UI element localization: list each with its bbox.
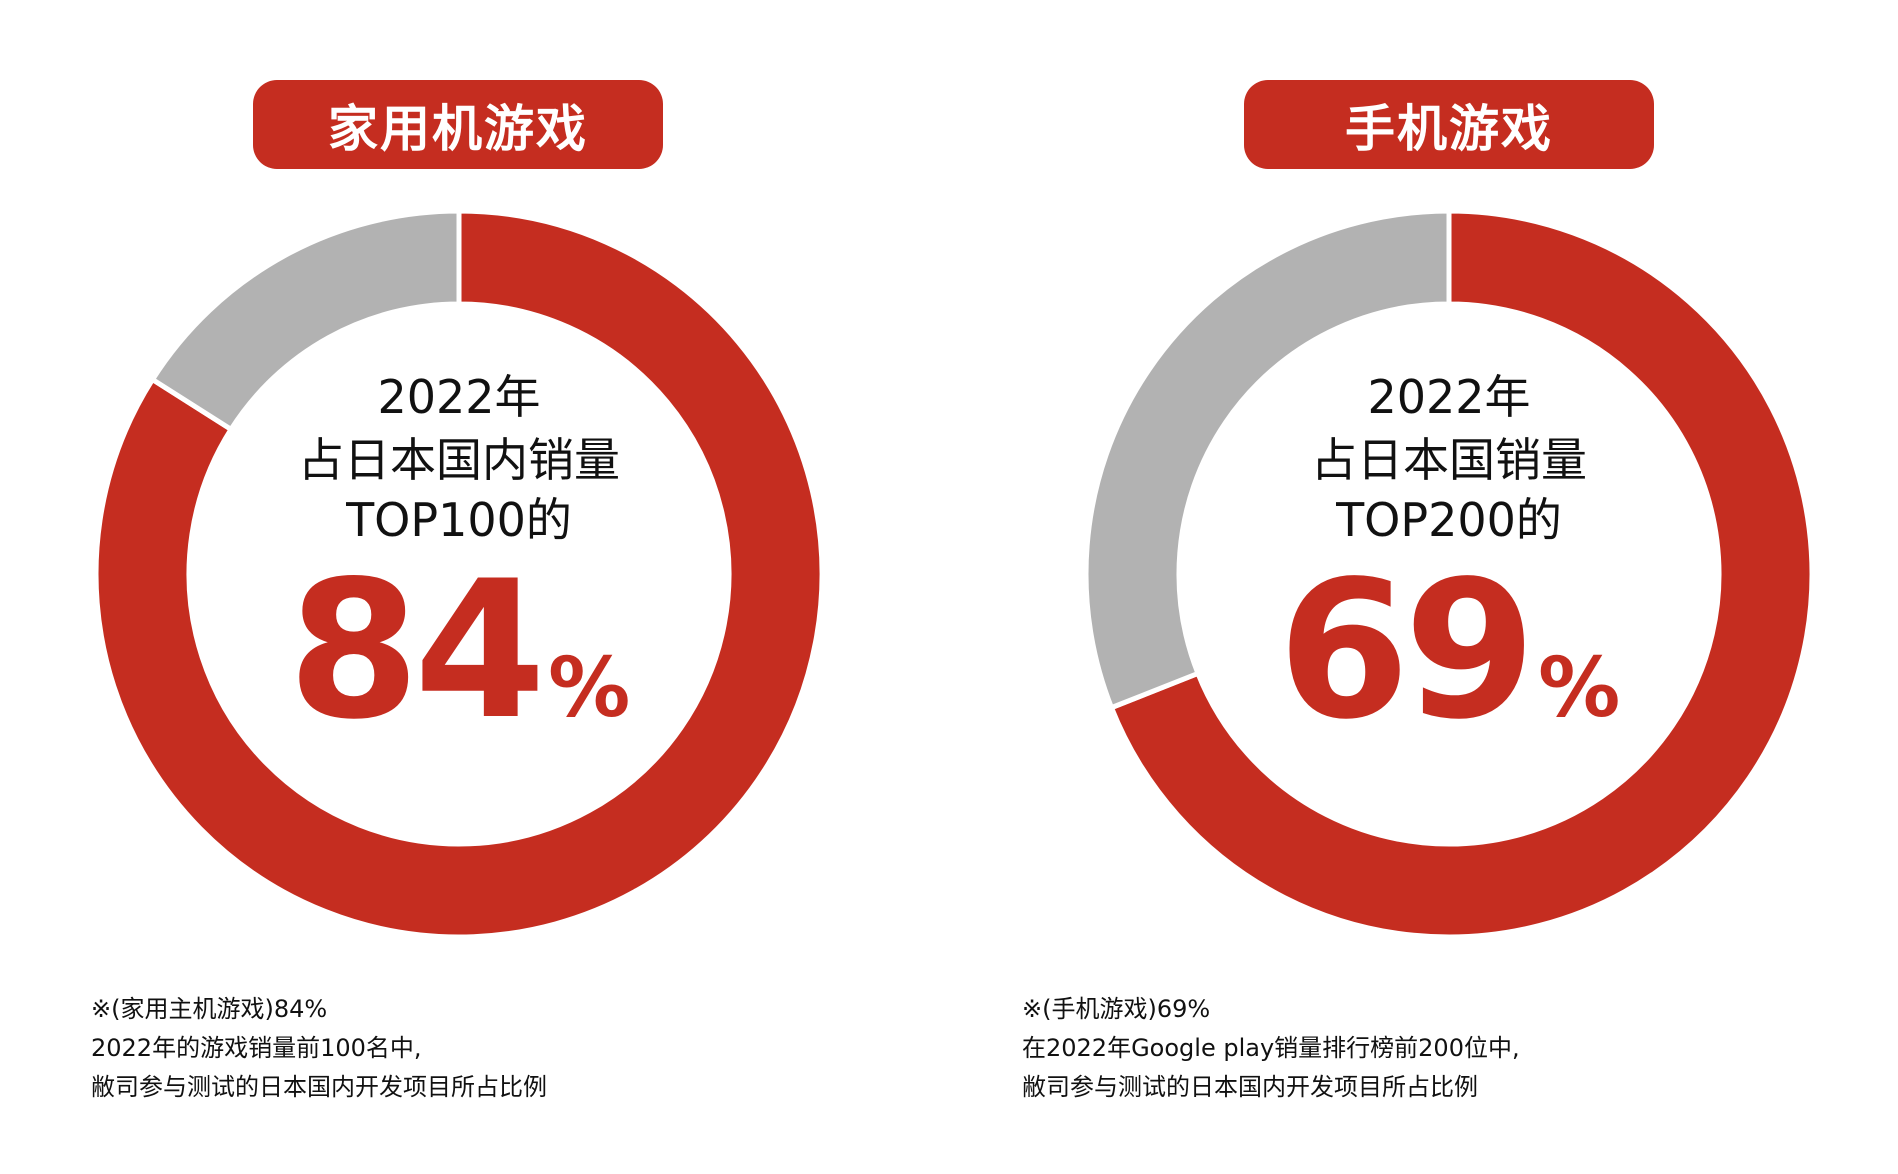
center-line-2: 占日本国内销量 — [298, 433, 620, 487]
donut-slice-other — [1083, 208, 1452, 711]
footnote-line-1: ※(手机游戏)69% — [1022, 995, 1211, 1023]
center-line-3: TOP200的 — [1336, 493, 1562, 547]
footnote-line-3: 敝司参与测试的日本国内开发项目所占比例 — [1022, 1073, 1478, 1101]
footnote: ※(手机游戏)69% 在2022年Google play销量排行榜前200位中,… — [1022, 990, 1520, 1107]
value-number: 69 — [1277, 540, 1536, 761]
center-line-1: 2022年 — [1367, 370, 1531, 424]
footnote-line-3: 敝司参与测试的日本国内开发项目所占比例 — [91, 1073, 547, 1101]
donut-slice-other — [149, 208, 462, 433]
mobile-games-chart: 手机游戏 2022年 占日本国销量 TOP200的 69% ※(手机游戏)69%… — [949, 0, 1898, 1174]
value-number: 84 — [287, 540, 546, 761]
center-line-2: 占日本国销量 — [1311, 433, 1587, 487]
donut-chart — [1083, 208, 1815, 940]
value-suffix: % — [548, 641, 631, 736]
footnote: ※(家用主机游戏)84% 2022年的游戏销量前100名中, 敝司参与测试的日本… — [91, 990, 547, 1107]
center-line-3: TOP100的 — [346, 493, 572, 547]
value-suffix: % — [1538, 641, 1621, 736]
percentage-value: 69% — [1199, 540, 1699, 761]
footnote-line-2: 在2022年Google play销量排行榜前200位中, — [1022, 1034, 1520, 1062]
footnote-line-1: ※(家用主机游戏)84% — [91, 995, 328, 1023]
center-line-1: 2022年 — [377, 370, 541, 424]
chart-title: 手机游戏 — [1244, 80, 1654, 169]
chart-title: 家用机游戏 — [253, 80, 663, 169]
footnote-line-2: 2022年的游戏销量前100名中, — [91, 1034, 422, 1062]
donut-slice-included — [1108, 208, 1815, 940]
percentage-value: 84% — [209, 540, 709, 761]
console-games-chart: 家用机游戏 2022年 占日本国内销量 TOP100的 84% ※(家用主机游戏… — [91, 80, 825, 1107]
donut-chart — [93, 208, 825, 940]
donut-slice-included — [93, 208, 825, 940]
